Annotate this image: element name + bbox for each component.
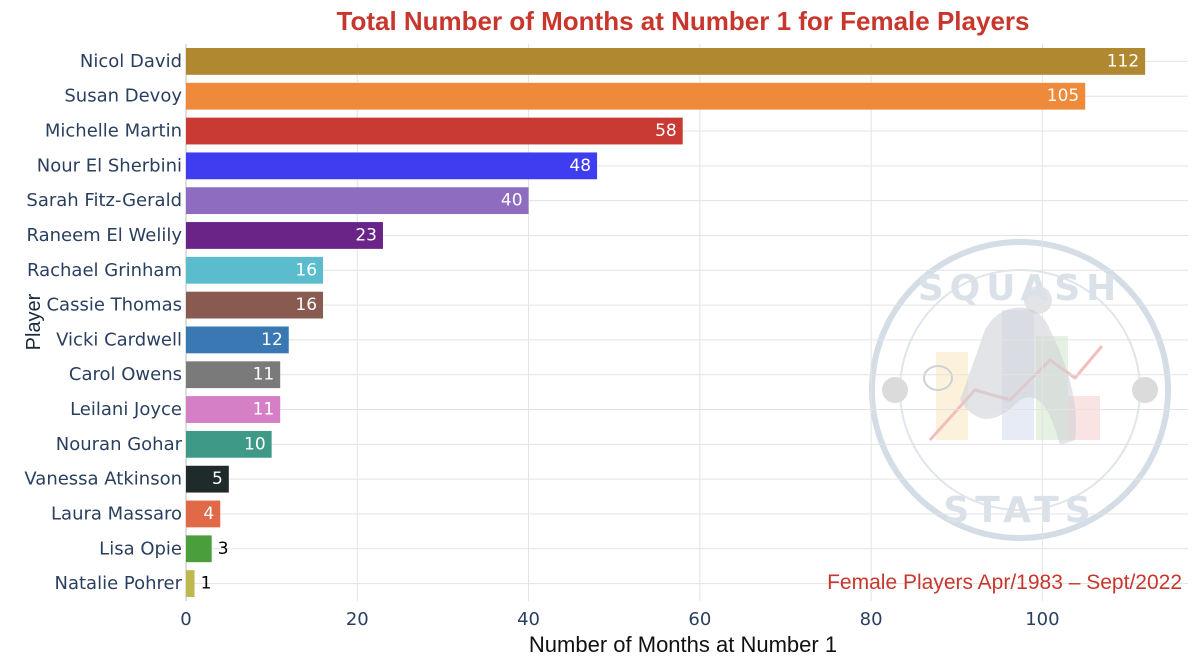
bar-value-label: 3 [218, 539, 229, 559]
bar-value-label: 10 [244, 434, 266, 454]
bar [186, 48, 1146, 75]
y-category-label: Carol Owens [69, 364, 182, 385]
y-category-label: Leilani Joyce [70, 399, 182, 420]
bar [186, 291, 324, 319]
y-category-label: Nouran Gohar [56, 434, 183, 455]
y-axis-label: Player [23, 293, 45, 350]
bar [186, 500, 221, 528]
squash-stats-watermark: SQUASH STATS [869, 239, 1171, 541]
x-axis-label: Number of Months at Number 1 [529, 632, 837, 657]
x-tick-label: 0 [180, 609, 191, 630]
bar-value-label: 48 [569, 156, 591, 176]
bar [186, 396, 281, 423]
x-tick-label: 40 [517, 609, 540, 630]
watermark-top-text: SQUASH [918, 268, 1123, 309]
y-category-label: Susan Devoy [64, 86, 182, 107]
y-category-label: Laura Massaro [51, 503, 182, 524]
bar [186, 256, 324, 284]
bar-value-label: 11 [253, 365, 275, 385]
y-category-label: Nicol David [80, 51, 182, 72]
bar-value-label: 5 [212, 469, 223, 489]
x-axis-ticks: 0 20 40 60 80 100 [180, 609, 1059, 630]
bar-value-label: 4 [203, 504, 214, 524]
y-category-label: Michelle Martin [45, 121, 182, 142]
bar-value-label: 58 [655, 121, 677, 141]
y-category-label: Raneem El Welily [26, 225, 182, 246]
bar [186, 361, 281, 389]
bar-value-label: 12 [261, 330, 283, 350]
bar [186, 535, 212, 563]
y-category-label: Lisa Opie [99, 538, 182, 559]
x-tick-label: 20 [346, 609, 369, 630]
y-axis-categories: Nicol David Susan Devoy Michelle Martin Nou… [24, 51, 182, 594]
watermark-bottom-text: STATS [943, 490, 1096, 531]
bar-value-label: 16 [295, 295, 317, 315]
bar [186, 570, 195, 597]
bar-value-label: 11 [253, 400, 275, 420]
annotation: Female Players Apr/1983 – Sept/2022 [827, 571, 1182, 594]
bar [186, 152, 598, 180]
bar-value-label: 112 [1107, 51, 1139, 71]
bar [186, 430, 272, 458]
x-tick-label: 80 [860, 609, 883, 630]
y-category-label: Cassie Thomas [46, 295, 182, 316]
y-category-label: Vicki Cardwell [56, 329, 182, 350]
y-category-label: Vanessa Atkinson [24, 469, 182, 490]
bar [186, 117, 683, 145]
bar [186, 222, 383, 249]
y-category-label: Sarah Fitz-Gerald [26, 190, 182, 211]
bar [186, 187, 529, 215]
y-category-label: Natalie Pohrer [55, 573, 183, 594]
bar-value-label: 105 [1047, 86, 1079, 106]
bar-value-label: 23 [355, 225, 377, 245]
x-tick-label: 60 [688, 609, 711, 630]
bar-value-label: 40 [501, 191, 523, 211]
y-category-label: Rachael Grinham [27, 260, 182, 281]
x-tick-label: 100 [1025, 609, 1059, 630]
chart-title: Total Number of Months at Number 1 for F… [337, 6, 1030, 36]
bar [186, 82, 1086, 110]
y-category-label: Nour El Sherbini [37, 155, 182, 176]
bar-value-label: 16 [295, 260, 317, 280]
bar [186, 465, 229, 493]
bar-value-label: 1 [201, 574, 212, 594]
bar [186, 326, 289, 354]
bars [186, 48, 1146, 597]
